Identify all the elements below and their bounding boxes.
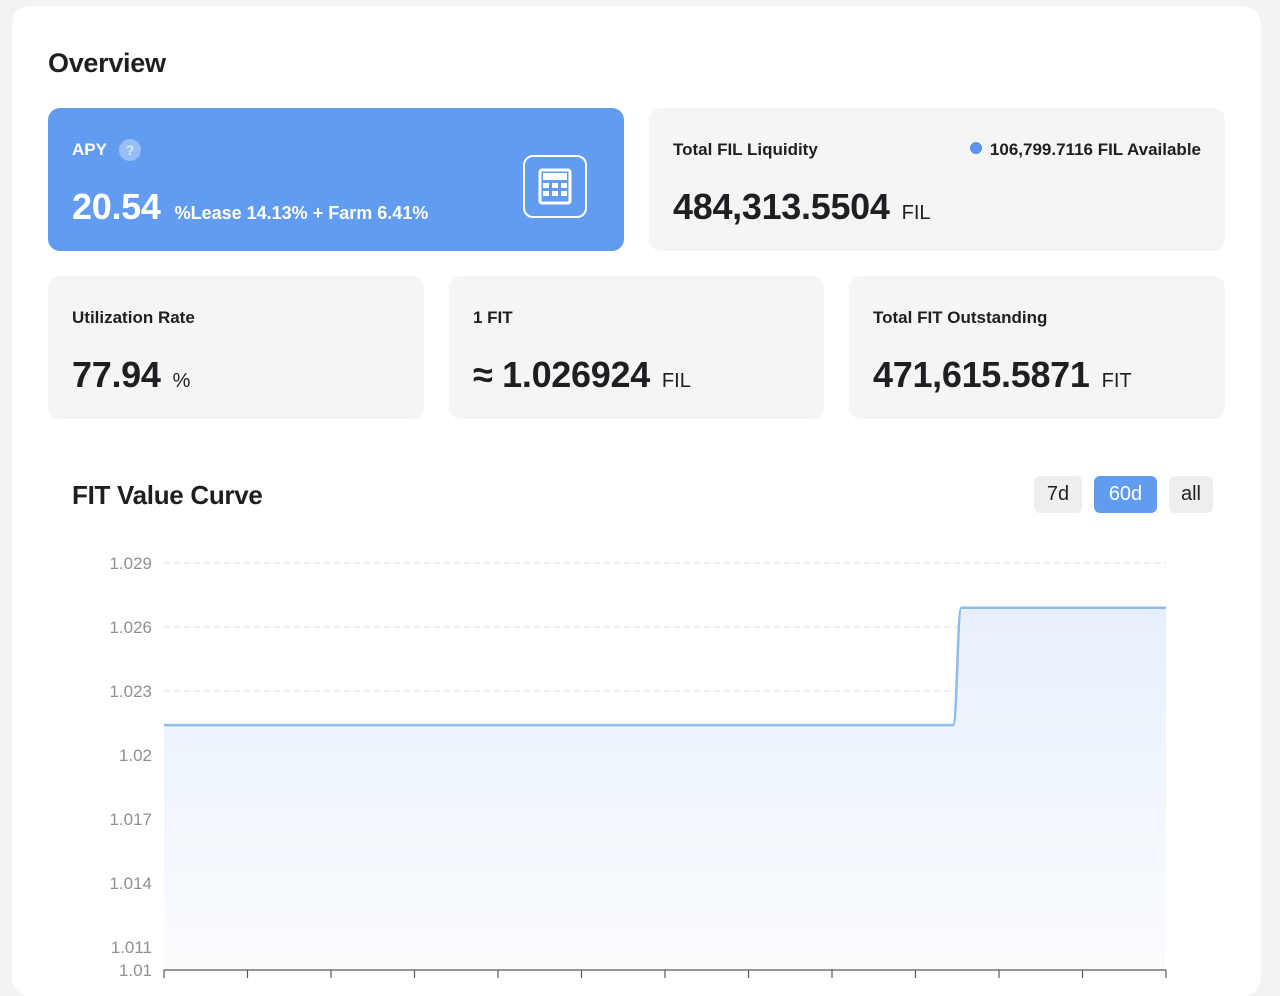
y-tick-label: 1.01 — [119, 961, 152, 980]
calculator-button[interactable] — [523, 155, 587, 218]
fit-rate-unit: FIL — [661, 370, 691, 392]
apy-label: APY — [72, 140, 107, 159]
outstanding-card: Total FIT Outstanding 471,615.5871 FIT — [849, 276, 1225, 419]
outstanding-label: Total FIT Outstanding — [873, 308, 1048, 327]
apy-value: 20.54 — [72, 186, 161, 227]
fit-rate-card: 1 FIT ≈ 1.026924 FIL — [449, 276, 824, 419]
y-tick-label: 1.02 — [119, 746, 152, 765]
range-all-button[interactable]: all — [1169, 476, 1213, 513]
utilization-unit: % — [172, 370, 191, 392]
help-icon[interactable]: ? — [119, 139, 141, 161]
utilization-value-row: 77.94% — [72, 354, 190, 396]
utilization-card: Utilization Rate 77.94% — [48, 276, 424, 419]
range-60d-button[interactable]: 60d — [1094, 476, 1157, 513]
status-dot-icon — [969, 142, 982, 154]
page-title: Overview — [48, 48, 166, 78]
available-indicator: 106,799.7116 FIL Available — [969, 140, 1201, 160]
fit-rate-value: ≈ 1.026924 — [473, 354, 650, 395]
series-area — [164, 607, 1166, 970]
utilization-value: 77.94 — [72, 354, 161, 395]
liquidity-label: Total FIL Liquidity — [673, 140, 818, 159]
fit-value-chart: 1.029 1.026 1.023 1.02 1.017 1.014 1.011 1.01 — [109, 554, 1167, 980]
outstanding-value-row: 471,615.5871 FIT — [873, 354, 1132, 396]
outstanding-unit: FIT — [1101, 370, 1132, 392]
range-7d-button[interactable]: 7d — [1034, 476, 1082, 513]
available-text: 106,799.7116 FIL Available — [989, 140, 1201, 159]
liquidity-unit: FIL — [901, 202, 931, 224]
liquidity-value: 484,313.5504 — [673, 186, 890, 227]
apy-card: APY ? 20.54 %Lease 14.13% + Farm 6.41% — [48, 108, 624, 251]
calculator-icon — [538, 168, 572, 205]
apy-value-row: 20.54 %Lease 14.13% + Farm 6.41% — [72, 186, 428, 228]
liquidity-card: Total FIL Liquidity 106,799.7116 FIL Ava… — [649, 108, 1225, 251]
outstanding-value: 471,615.5871 — [873, 354, 1090, 395]
y-tick-label: 1.011 — [111, 938, 152, 957]
y-tick-label: 1.023 — [109, 682, 152, 701]
y-tick-label: 1.029 — [109, 554, 152, 573]
chart-title: FIT Value Curve — [72, 480, 263, 510]
y-tick-label: 1.026 — [109, 618, 152, 637]
y-tick-label: 1.014 — [109, 874, 152, 893]
apy-breakdown: %Lease 14.13% + Farm 6.41% — [174, 203, 429, 223]
liquidity-value-row: 484,313.5504 FIL — [673, 186, 931, 228]
fit-rate-value-row: ≈ 1.026924 FIL — [473, 354, 691, 396]
fit-rate-label: 1 FIT — [473, 308, 513, 327]
series-line — [164, 606, 1166, 727]
utilization-label: Utilization Rate — [72, 308, 195, 327]
y-tick-label: 1.017 — [109, 810, 152, 829]
overview-panel: Overview APY ? 20.54 %Lease 14.13% + Farm… — [12, 6, 1261, 996]
